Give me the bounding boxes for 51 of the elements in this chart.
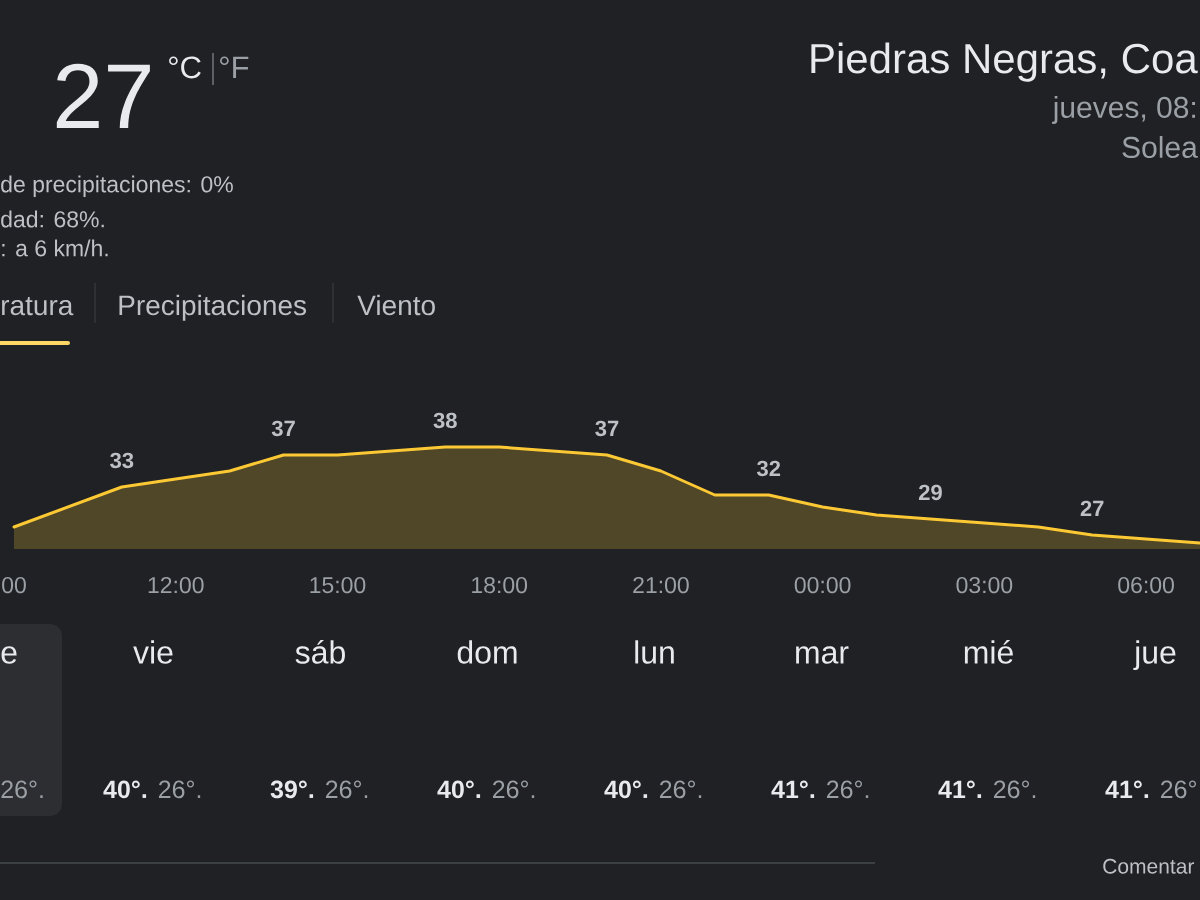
category-label: mié [964, 639, 1013, 664]
chart-subtitle: jueves, 08: [1051, 95, 1196, 124]
text: 39°. [270, 780, 314, 799]
category-label: mar [796, 646, 849, 664]
text: 41°. [771, 780, 815, 798]
category-label: vie [133, 640, 173, 664]
x-tick-label: 15:00 [310, 576, 366, 594]
text: Precipitaciones [119, 294, 307, 321]
category-label: sáb [295, 639, 345, 664]
x-tick-label: 06:00 [1118, 576, 1174, 594]
text: 26°. [1, 780, 43, 799]
data-label: 33 [110, 452, 134, 469]
category-label: lun [635, 640, 674, 664]
text: de precipitaciones: 0% [1, 175, 233, 197]
text: 26°. [492, 780, 535, 799]
data-label: 37 [595, 420, 619, 437]
x-tick-label: 03:00 [956, 576, 1013, 594]
x-tick-label: 00 [2, 576, 26, 594]
data-label: 38 [433, 412, 457, 429]
category-label: e [1, 646, 17, 664]
x-tick-label: 00:00 [794, 576, 851, 594]
text: 26°. [158, 780, 201, 799]
text: 26°. [325, 780, 368, 799]
text: 26°. [993, 780, 1036, 799]
text: 40°. [437, 780, 481, 799]
text: 26° [1160, 780, 1197, 799]
text: ratura [2, 296, 74, 316]
text: dad: 68%. [1, 210, 104, 228]
text: : a 6 km/h. [2, 239, 108, 257]
text: 41°. [1105, 780, 1149, 798]
category-label: dom [457, 640, 517, 664]
data-label: 32 [756, 460, 781, 477]
category-label: jue [1133, 640, 1176, 671]
text: 26°. [826, 780, 869, 799]
text: 27 [56, 63, 150, 128]
chart-title: Piedras Negras, Coa [811, 42, 1198, 82]
text: 40°. [103, 780, 147, 799]
x-tick-label: 12:00 [148, 576, 204, 594]
text: °C [169, 56, 201, 79]
text: Viento [357, 294, 435, 316]
text: 40°. [604, 780, 648, 799]
text: Solea [1122, 136, 1198, 159]
data-label: 37 [271, 420, 295, 437]
text: Comentar [1103, 858, 1195, 874]
text: 41°. [938, 780, 982, 798]
text: °F [220, 56, 249, 79]
text: 26°. [659, 780, 702, 799]
data-label: 27 [1080, 500, 1104, 516]
x-tick-label: 21:00 [633, 576, 689, 594]
data-label: 29 [918, 484, 942, 501]
x-tick-label: 18:00 [472, 576, 528, 594]
